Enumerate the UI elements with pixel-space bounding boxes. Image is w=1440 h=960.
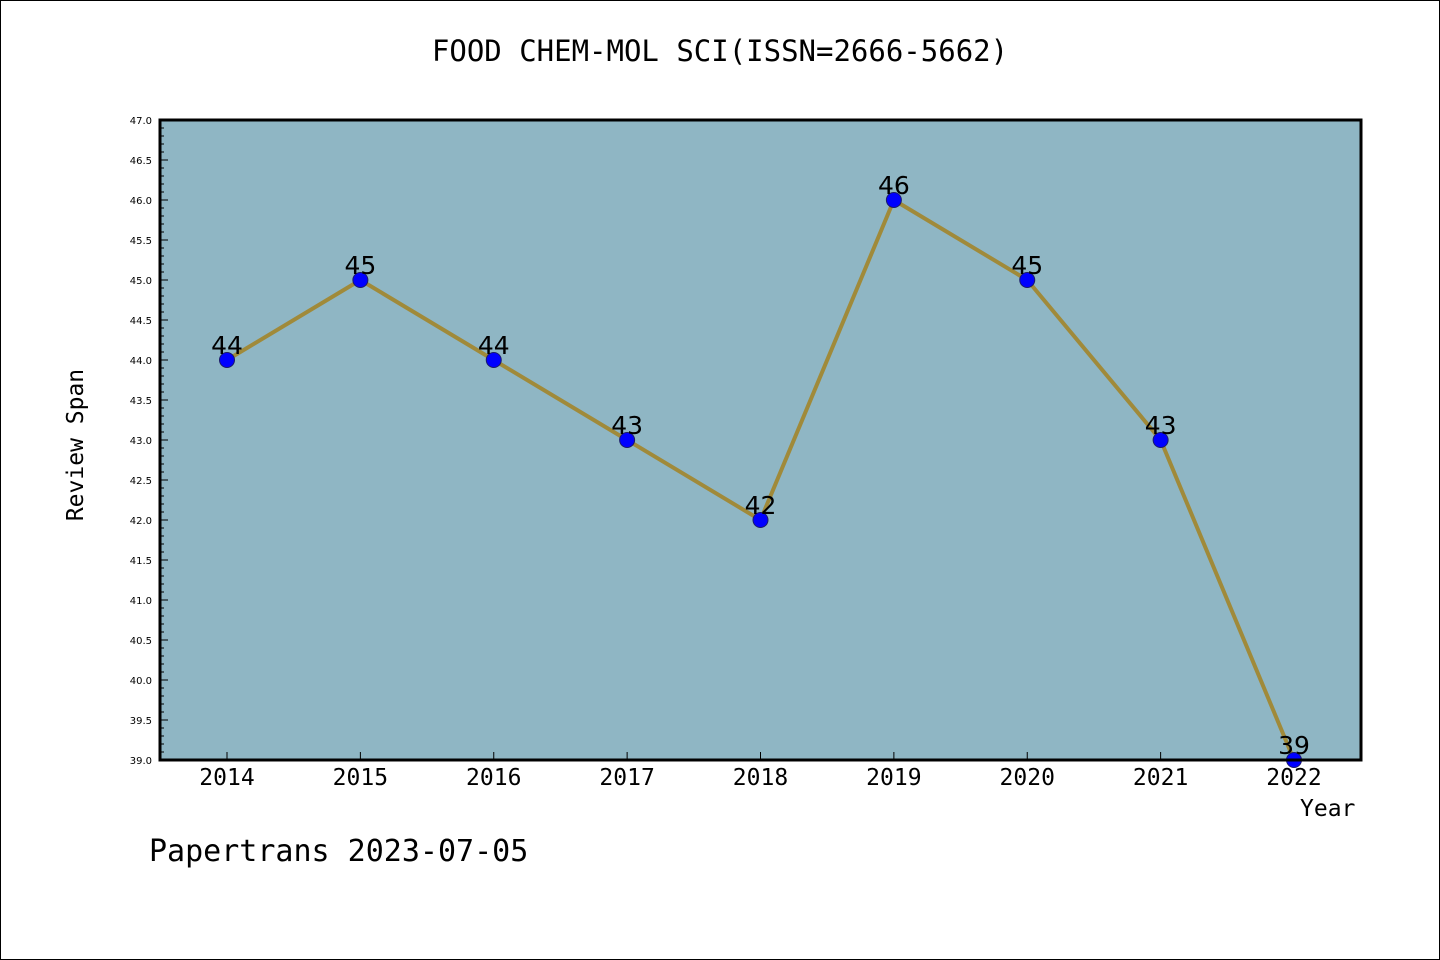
data-label: 39 [1278, 731, 1310, 760]
data-label: 44 [211, 331, 243, 360]
data-point [485, 352, 502, 368]
x-tick-label: 2020 [1000, 765, 1055, 791]
data-label: 44 [478, 331, 510, 360]
y-tick-label: 44.0 [130, 356, 152, 367]
data-point [219, 352, 235, 368]
data-point [1019, 272, 1036, 288]
y-tick-label: 39.5 [130, 716, 152, 727]
y-tick-label: 43.5 [130, 396, 152, 407]
y-axis: 39.0 39.5 40.0 40.5 41.0 41.5 42.0 42.5 43.0 43.5… [130, 116, 168, 767]
data-point [885, 192, 902, 208]
y-tick-label: 46.0 [130, 196, 152, 207]
y-tick-label: 45.0 [130, 276, 152, 287]
data-point [352, 272, 369, 288]
series-markers [219, 192, 1302, 768]
y-tick-label: 45.5 [130, 236, 152, 247]
x-tick-label: 2019 [866, 765, 921, 791]
data-label: 46 [878, 171, 910, 200]
data-point [752, 512, 769, 528]
y-tick-label: 41.5 [130, 556, 152, 567]
data-labels: 44 45 44 43 42 46 45 43 39 [211, 171, 1310, 760]
y-tick-label: 44.5 [130, 316, 152, 327]
x-tick-label: 2015 [333, 765, 388, 791]
y-tick-label: 40.0 [130, 676, 152, 687]
data-label: 43 [1145, 411, 1177, 440]
y-tick-label: 46.5 [130, 156, 152, 167]
data-label: 43 [611, 411, 643, 440]
y-tick-label: 40.5 [130, 636, 152, 647]
x-axis-label: Year [1300, 796, 1356, 822]
plot-border [158, 118, 1363, 762]
data-point [1152, 432, 1169, 448]
chart-title: FOOD CHEM-MOL SCI(ISSN=2666-5662) [431, 34, 1009, 68]
y-tick-label: 43.0 [130, 436, 152, 447]
x-tick-label: 2016 [466, 765, 521, 791]
x-tick-label: 2022 [1266, 765, 1321, 791]
data-point [619, 432, 636, 448]
x-tick-label: 2014 [199, 765, 254, 791]
x-axis: 2014 2015 2016 2017 2018 2019 2020 2021 2022 [199, 752, 1322, 791]
y-tick-label: 47.0 [130, 116, 152, 127]
x-tick-label: 2018 [733, 765, 788, 791]
y-tick-label: 39.0 [130, 756, 152, 767]
y-tick-label: 42.0 [130, 516, 152, 527]
x-tick-label: 2017 [599, 765, 654, 791]
y-tick-label: 42.5 [130, 476, 152, 487]
data-label: 45 [344, 251, 376, 280]
plot-area [160, 120, 1361, 760]
data-label: 42 [745, 491, 777, 520]
footer-watermark: Papertrans 2023-07-05 [149, 834, 529, 869]
y-tick-label: 41.0 [130, 596, 152, 607]
data-label: 45 [1011, 251, 1043, 280]
x-tick-label: 2021 [1133, 765, 1188, 791]
